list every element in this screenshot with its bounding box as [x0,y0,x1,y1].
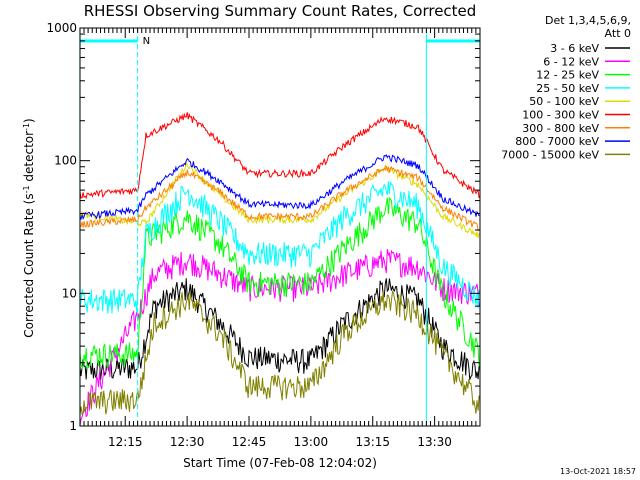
legend-header-line2: Att 0 [605,27,631,40]
plot-frame [79,27,481,427]
y-axis-label-main: Corrected Count Rate (s [22,193,36,337]
series-layer [79,112,480,427]
legend-label: 25 - 50 keV [536,82,599,95]
legend-label: 100 - 300 keV [522,109,599,122]
y-axis-label-sup2: -1 [22,123,31,131]
y-tick-label: 10 [62,286,77,300]
legend-label: 3 - 6 keV [550,42,599,55]
series-line-6-12-kev [79,249,480,427]
x-axis-label: Start Time (07-Feb-08 12:04:02) [183,456,377,470]
footer-timestamp: 13-Oct-2021 18:57 [560,467,636,476]
y-axis-label-mid: detector [22,131,36,186]
y-axis-label-sup1: -1 [22,185,31,193]
series-line-800-7000-kev [79,154,480,221]
y-axis-label-end: ) [22,118,36,123]
y-tick-label: 100 [54,154,77,168]
x-axis: 12:15 12:30 12:45 13:00 13:15 13:30 [83,28,481,449]
y-tick-label: 1000 [46,21,77,35]
legend-label: 12 - 25 keV [536,69,599,82]
series-line-25-50-kev [79,181,480,314]
y-axis: 1 10 100 1000 [46,21,480,433]
x-tick-label: 13:00 [294,435,329,449]
legend-header-line1: Det 1,3,4,5,6,9, [545,14,631,27]
series-line-300-800-kev [79,165,480,232]
series-line-100-300-kev [79,112,480,200]
x-tick-label: 12:30 [170,435,205,449]
chart-title: RHESSI Observing Summary Count Rates, Co… [84,2,477,20]
x-tick-label: 12:15 [108,435,143,449]
legend-label: 6 - 12 keV [543,55,599,68]
x-tick-label: 12:45 [232,435,267,449]
y-axis-label: Corrected Count Rate (s-1 detector-1) [22,118,37,337]
legend-label: 300 - 800 keV [522,122,599,135]
series-line-3-6-kev [79,278,480,381]
series-line-7000-15000-kev [79,290,480,416]
legend-label: 800 - 7000 keV [515,135,599,148]
series-line-12-25-kev [79,196,480,370]
x-tick-label: 13:15 [355,435,390,449]
series-line-50-100-kev [79,159,480,239]
night-marker-label: N [143,36,150,47]
x-tick-label: 13:30 [417,435,452,449]
legend-label: 7000 - 15000 keV [501,148,599,161]
legend-label: 50 - 100 keV [529,95,599,108]
y-tick-label: 1 [69,419,77,433]
